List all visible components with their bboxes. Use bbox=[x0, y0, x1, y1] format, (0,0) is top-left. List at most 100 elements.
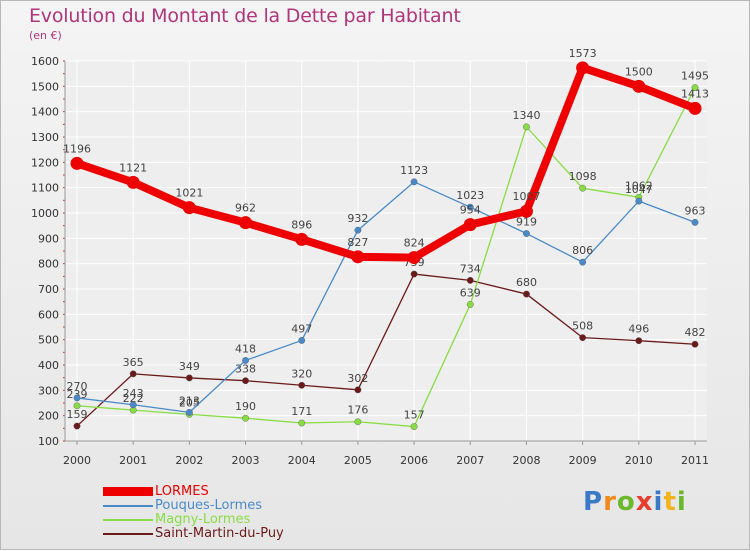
data-point-pouques-lormes bbox=[185, 408, 193, 416]
data-label-magny-lormes: 1495 bbox=[681, 70, 709, 83]
data-point-saint-martin-du-puy bbox=[129, 370, 137, 378]
data-label-magny-lormes: 171 bbox=[291, 405, 312, 418]
data-point-saint-martin-du-puy bbox=[185, 374, 193, 382]
data-label-lormes: 896 bbox=[291, 218, 312, 231]
legend-item-magny-lormes[interactable]: Magny-Lormes bbox=[103, 512, 333, 527]
y-minor-tick bbox=[63, 98, 65, 100]
data-label-lormes: 1500 bbox=[625, 65, 653, 78]
y-minor-tick bbox=[63, 263, 65, 265]
data-point-lormes bbox=[632, 79, 646, 93]
y-minor-tick bbox=[63, 301, 65, 303]
y-minor-tick bbox=[63, 275, 65, 277]
y-minor-tick bbox=[63, 288, 65, 290]
y-minor-tick bbox=[63, 364, 65, 366]
y-minor-tick bbox=[63, 377, 65, 379]
data-label-lormes: 1573 bbox=[569, 47, 597, 60]
brand-letter: r bbox=[603, 487, 617, 517]
legend-item-saint-martin-du-puy[interactable]: Saint-Martin-du-Puy bbox=[103, 526, 333, 541]
legend-item-lormes[interactable]: LORMES bbox=[103, 484, 333, 499]
data-point-magny-lormes bbox=[523, 123, 530, 131]
legend-swatch-magny-lormes bbox=[103, 519, 153, 521]
y-minor-tick bbox=[63, 149, 65, 151]
data-point-lormes bbox=[126, 175, 140, 189]
x-tick-label: 2006 bbox=[400, 454, 428, 467]
data-point-lormes bbox=[407, 251, 421, 265]
data-label-pouques-lormes: 932 bbox=[347, 212, 368, 225]
data-label-pouques-lormes: 1123 bbox=[400, 164, 428, 177]
data-point-lormes bbox=[688, 101, 702, 115]
data-label-pouques-lormes: 806 bbox=[572, 244, 593, 257]
y-tick-label: 1600 bbox=[31, 55, 59, 68]
data-point-lormes bbox=[239, 216, 253, 230]
data-label-magny-lormes: 239 bbox=[67, 388, 88, 401]
data-point-lormes bbox=[351, 250, 365, 264]
chart-title: Evolution du Montant de la Dette par Hab… bbox=[29, 5, 461, 27]
y-minor-tick bbox=[63, 187, 65, 189]
y-minor-tick bbox=[63, 313, 65, 315]
data-label-magny-lormes: 205 bbox=[179, 396, 200, 409]
y-minor-tick bbox=[63, 440, 65, 442]
data-point-pouques-lormes bbox=[579, 258, 587, 266]
y-tick-label: 700 bbox=[38, 283, 59, 296]
y-minor-tick bbox=[63, 136, 65, 138]
y-minor-tick bbox=[63, 73, 65, 75]
data-point-saint-martin-du-puy bbox=[635, 337, 643, 345]
data-point-magny-lormes bbox=[242, 414, 249, 422]
y-tick-label: 600 bbox=[38, 308, 59, 321]
data-label-saint-martin-du-puy: 508 bbox=[572, 320, 593, 333]
series-saint-martin-du-puy: 159365349338320302759734680508496482 bbox=[67, 256, 706, 430]
data-label-lormes: 1021 bbox=[175, 187, 203, 200]
data-point-lormes bbox=[182, 201, 196, 215]
y-tick-label: 500 bbox=[38, 334, 59, 347]
data-point-pouques-lormes bbox=[466, 203, 474, 211]
x-tick-label: 2009 bbox=[569, 454, 597, 467]
data-point-pouques-lormes bbox=[298, 337, 306, 344]
legend-label-pouques-lormes: Pouques-Lormes bbox=[155, 498, 263, 513]
data-point-magny-lormes bbox=[410, 423, 418, 430]
data-point-pouques-lormes bbox=[354, 226, 362, 234]
y-minor-tick bbox=[63, 212, 65, 214]
data-label-lormes: 962 bbox=[235, 202, 256, 215]
series-line-pouques-lormes bbox=[76, 181, 696, 414]
data-point-lormes bbox=[70, 156, 84, 170]
x-tick-label: 2001 bbox=[119, 454, 147, 467]
legend-item-pouques-lormes[interactable]: Pouques-Lormes bbox=[103, 498, 333, 513]
brand-letter: i bbox=[676, 487, 687, 517]
x-tick-label: 2004 bbox=[288, 454, 316, 467]
y-tick-label: 200 bbox=[38, 410, 59, 423]
data-point-saint-martin-du-puy bbox=[691, 340, 699, 348]
data-point-saint-martin-du-puy bbox=[523, 290, 530, 298]
y-tick-label: 900 bbox=[38, 232, 59, 245]
data-label-lormes: 1007 bbox=[512, 190, 540, 203]
x-tick-label: 2000 bbox=[63, 454, 91, 467]
legend-swatch-pouques-lormes bbox=[103, 505, 153, 507]
y-minor-tick bbox=[63, 402, 65, 404]
legend-swatch-lormes bbox=[103, 487, 153, 496]
data-label-saint-martin-du-puy: 159 bbox=[67, 408, 88, 421]
y-minor-tick bbox=[63, 389, 65, 391]
data-label-magny-lormes: 1098 bbox=[569, 170, 597, 183]
y-tick-label: 1000 bbox=[31, 207, 59, 220]
y-minor-tick bbox=[63, 351, 65, 353]
y-minor-tick bbox=[63, 161, 65, 163]
data-label-saint-martin-du-puy: 734 bbox=[460, 262, 481, 275]
data-label-magny-lormes: 176 bbox=[347, 404, 368, 417]
data-label-saint-martin-du-puy: 349 bbox=[179, 360, 200, 373]
series-lormes: 1196 1121 1021 962 896 827 824 954 1007 1573 1500 1… bbox=[63, 47, 709, 265]
data-label-pouques-lormes: 1023 bbox=[456, 189, 484, 202]
series-line-lormes bbox=[73, 63, 699, 262]
data-point-pouques-lormes bbox=[129, 401, 137, 409]
data-label-lormes: 1121 bbox=[119, 161, 147, 174]
data-label-pouques-lormes: 497 bbox=[291, 322, 312, 335]
plot-area bbox=[65, 61, 707, 441]
y-minor-tick bbox=[63, 427, 65, 429]
data-label-lormes: 824 bbox=[404, 237, 425, 250]
data-point-saint-martin-du-puy bbox=[466, 276, 474, 284]
data-point-saint-martin-du-puy bbox=[354, 386, 362, 394]
y-minor-tick bbox=[63, 250, 65, 252]
data-point-pouques-lormes bbox=[410, 178, 418, 186]
y-tick-label: 1100 bbox=[31, 182, 59, 195]
y-tick-label: 1500 bbox=[31, 80, 59, 93]
